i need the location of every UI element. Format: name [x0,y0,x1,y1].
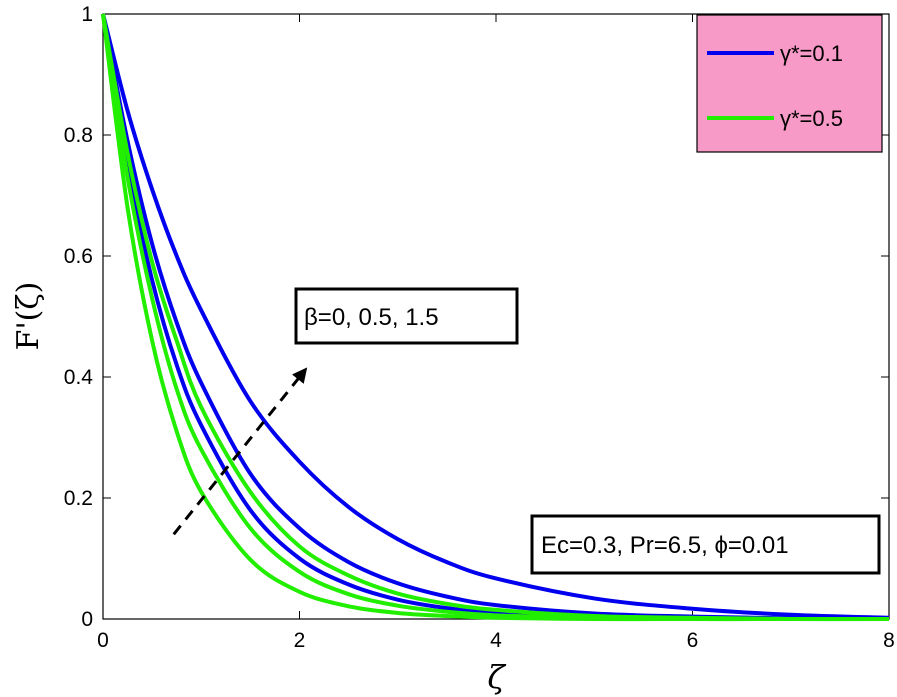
series-line-gamma-0.1-beta-1.5 [101,13,890,620]
params-annotation: Ec=0.3, Pr=6.5, ϕ=0.01 [530,514,881,575]
x-tick-label: 6 [687,629,699,652]
y-tick-label: 0.8 [64,124,93,147]
legend-label-gamma-0.1: γ*=0.1 [780,41,843,66]
y-tick-label: 0.2 [64,487,93,510]
x-tick-label: 8 [883,629,895,652]
beta-annotation-box [294,287,519,345]
y-tick-label: 0.4 [64,366,94,389]
y-axis-ticks: 0 0.2 0.4 0.6 0.8 1 [64,3,889,631]
legend: γ*=0.1 γ*=0.5 [696,14,883,153]
x-axis-ticks: 0 2 4 6 8 [97,14,895,652]
params-annotation-box [530,514,881,575]
beta-direction-arrow [172,367,308,536]
x-tick-label: 2 [294,629,306,652]
y-axis-label: F'(ζ) [11,282,46,351]
legend-box [696,14,883,153]
beta-annotation: β=0, 0.5, 1.5 [294,287,519,345]
y-tick-label: 1 [81,3,93,26]
beta-annotation-text: β=0, 0.5, 1.5 [304,304,439,331]
series-layer [101,13,890,622]
y-tick-label: 0 [81,608,93,631]
series-line-gamma-0.5-beta-1.5 [101,13,890,622]
y-tick-label: 0.6 [64,245,93,268]
params-annotation-text: Ec=0.3, Pr=6.5, ϕ=0.01 [541,532,789,559]
x-tick-label: 4 [490,629,502,652]
x-tick-label: 0 [97,629,109,652]
legend-label-gamma-0.5: γ*=0.5 [780,106,843,131]
x-axis-label: ζ [487,658,506,696]
